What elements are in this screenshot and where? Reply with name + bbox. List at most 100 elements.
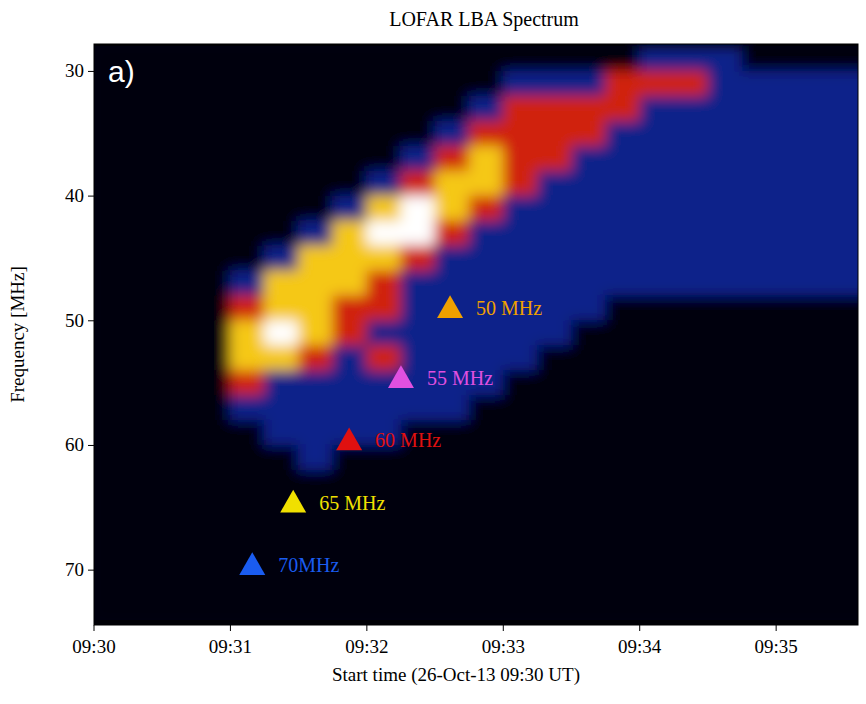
cell bbox=[639, 71, 674, 97]
cell bbox=[673, 46, 708, 72]
cell bbox=[298, 46, 333, 72]
cell bbox=[469, 245, 504, 271]
x-tick-label: 09:31 bbox=[209, 636, 252, 657]
y-tick bbox=[88, 320, 94, 321]
cell bbox=[264, 196, 299, 222]
cell bbox=[94, 320, 129, 346]
cell bbox=[162, 345, 197, 371]
cell bbox=[469, 270, 504, 296]
cell bbox=[332, 295, 367, 321]
cell bbox=[776, 46, 811, 72]
cell bbox=[605, 395, 640, 421]
cell bbox=[469, 196, 504, 222]
cell bbox=[673, 221, 708, 247]
cell bbox=[673, 146, 708, 172]
cell bbox=[469, 121, 504, 147]
cell bbox=[128, 545, 163, 571]
cell bbox=[776, 370, 811, 396]
cell bbox=[230, 146, 265, 172]
cell bbox=[435, 171, 470, 197]
cell bbox=[605, 470, 640, 496]
cell bbox=[264, 171, 299, 197]
cell bbox=[298, 121, 333, 147]
cell bbox=[707, 570, 742, 596]
cell bbox=[844, 245, 858, 271]
cell bbox=[673, 520, 708, 546]
cell bbox=[128, 295, 163, 321]
cell bbox=[469, 545, 504, 571]
x-tick bbox=[776, 625, 777, 631]
cell bbox=[673, 570, 708, 596]
cell bbox=[810, 146, 845, 172]
cell bbox=[503, 196, 538, 222]
cell bbox=[230, 395, 265, 421]
cell bbox=[776, 320, 811, 346]
cell bbox=[230, 270, 265, 296]
cell bbox=[537, 221, 572, 247]
cell bbox=[844, 520, 858, 546]
cell bbox=[571, 570, 606, 596]
cell bbox=[264, 121, 299, 147]
plot-area bbox=[94, 46, 858, 621]
cell bbox=[673, 470, 708, 496]
cell bbox=[707, 196, 742, 222]
cell bbox=[264, 221, 299, 247]
cell bbox=[196, 445, 231, 471]
cell bbox=[639, 495, 674, 521]
cell bbox=[366, 245, 401, 271]
cell bbox=[742, 270, 777, 296]
cell bbox=[571, 445, 606, 471]
cell bbox=[94, 146, 129, 172]
cell bbox=[298, 96, 333, 122]
cell bbox=[707, 96, 742, 122]
panel-letter: a) bbox=[108, 55, 135, 88]
cell bbox=[844, 395, 858, 421]
cell bbox=[128, 121, 163, 147]
cell bbox=[196, 71, 231, 97]
triangle-marker bbox=[437, 295, 463, 318]
cell bbox=[400, 520, 435, 546]
cell bbox=[639, 370, 674, 396]
cell bbox=[162, 46, 197, 72]
cell bbox=[435, 520, 470, 546]
cell bbox=[366, 270, 401, 296]
cell bbox=[94, 420, 129, 446]
cell bbox=[230, 320, 265, 346]
cell bbox=[707, 295, 742, 321]
x-tick bbox=[366, 625, 367, 631]
cell bbox=[196, 270, 231, 296]
cell bbox=[264, 345, 299, 371]
cell bbox=[844, 270, 858, 296]
cell bbox=[742, 520, 777, 546]
cell bbox=[707, 221, 742, 247]
cell bbox=[298, 445, 333, 471]
cell bbox=[810, 295, 845, 321]
x-tick bbox=[503, 625, 504, 631]
cell bbox=[128, 570, 163, 596]
cell bbox=[400, 71, 435, 97]
cell bbox=[264, 46, 299, 72]
cell bbox=[571, 420, 606, 446]
cell bbox=[571, 270, 606, 296]
cell bbox=[469, 171, 504, 197]
cell bbox=[503, 245, 538, 271]
cell bbox=[673, 196, 708, 222]
cell bbox=[571, 121, 606, 147]
cell bbox=[537, 370, 572, 396]
cell bbox=[742, 171, 777, 197]
cell bbox=[810, 520, 845, 546]
cell bbox=[469, 420, 504, 446]
cell bbox=[742, 121, 777, 147]
cell bbox=[673, 420, 708, 446]
cell bbox=[776, 196, 811, 222]
cell bbox=[400, 196, 435, 222]
cell bbox=[707, 595, 742, 621]
cell bbox=[503, 495, 538, 521]
cell bbox=[605, 196, 640, 222]
cell bbox=[571, 71, 606, 97]
cell bbox=[366, 595, 401, 621]
cell bbox=[298, 245, 333, 271]
cell bbox=[639, 420, 674, 446]
cell bbox=[230, 295, 265, 321]
cell bbox=[435, 395, 470, 421]
